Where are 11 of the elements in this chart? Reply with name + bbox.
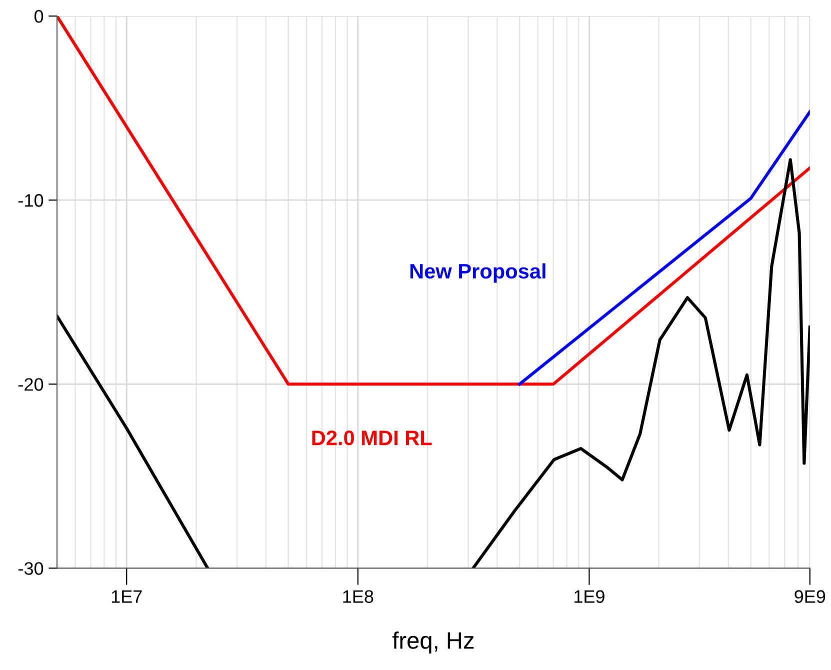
y-tick-label: -10 xyxy=(18,194,44,207)
x-tick-label: 1E8 xyxy=(343,590,374,603)
x-tick-label: 1E7 xyxy=(112,590,142,603)
x-tick-label: 9E9 xyxy=(794,590,826,603)
text: D2.0 MDI RL xyxy=(312,430,432,446)
y-tick-label: 0 xyxy=(34,10,44,23)
text: New Proposal xyxy=(410,263,546,283)
y-tick-label: -30 xyxy=(18,562,44,575)
x-tick-label: 1E9 xyxy=(574,590,604,603)
x-axis-title: freq, Hz xyxy=(392,632,474,654)
y-tick-label: -20 xyxy=(18,378,44,391)
